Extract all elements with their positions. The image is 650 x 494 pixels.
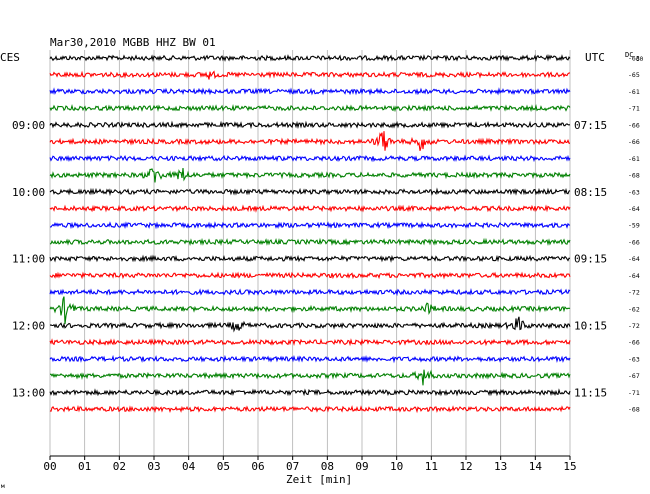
dc-offset-label: -61 (628, 155, 640, 163)
x-tick-label: 00 (43, 460, 56, 473)
x-tick-label: 02 (113, 460, 126, 473)
x-tick-label: 11 (425, 460, 438, 473)
dc-offset-label: -72 (628, 322, 640, 330)
x-ticks: 00 01 02 03 04 05 06 07 08 09 10 11 12 13 14 15 (43, 455, 577, 473)
dc-offset-label: -68 (628, 172, 640, 180)
dc-offset-label: -71 (628, 389, 640, 397)
dc-sub-label: 60 (636, 56, 644, 63)
dc-offset-label: -59 (628, 222, 640, 230)
dc-offset-label: -63 (628, 188, 640, 196)
x-tick-label: 03 (147, 460, 160, 473)
seismic-trace (49, 354, 571, 364)
trace-lines: -63 -65 -61 -71 -66 -66 -61 -68 -63 -64 -59 -66 -64 -… (49, 54, 640, 414)
seismic-trace (49, 204, 571, 213)
x-tick-label: 05 (217, 460, 230, 473)
seismic-trace (49, 103, 571, 113)
x-tick-label: 13 (494, 460, 507, 473)
left-time-label: 13:00 (12, 386, 45, 399)
dc-offset-label: -64 (628, 255, 640, 263)
right-time-label: 09:15 (574, 253, 607, 266)
seismic-trace (49, 338, 571, 347)
dc-offset-label: -66 (628, 121, 640, 129)
seismic-trace (49, 404, 571, 414)
dc-offset-label: -66 (628, 238, 640, 246)
x-tick-label: 14 (529, 460, 543, 473)
x-tick-label: 15 (563, 460, 576, 473)
x-axis-label: Zeit [min] (286, 473, 352, 486)
seismic-trace (49, 54, 571, 63)
seismic-trace (49, 254, 571, 263)
seismic-trace (49, 271, 571, 280)
seismic-trace (49, 287, 571, 297)
dc-offset-label: -65 (628, 71, 640, 79)
seismic-trace (49, 154, 571, 163)
dc-label: DC (625, 51, 633, 59)
dc-offset-label: -68 (628, 406, 640, 414)
row-labels: 09:00 10:00 11:00 12:00 13:00 07:15 08:15 09:15… (12, 119, 607, 400)
seismic-trace (49, 237, 571, 246)
right-time-label: 11:15 (574, 386, 607, 399)
dc-offset-label: -72 (628, 289, 640, 297)
dc-offset-label: -63 (628, 355, 640, 363)
left-timezone-label: CES (0, 51, 20, 64)
dc-offset-label: -64 (628, 205, 640, 213)
seismic-trace (49, 131, 571, 151)
dc-offset-label: -63 (628, 55, 640, 63)
x-tick-label: 09 (355, 460, 368, 473)
left-time-label: 12:00 (12, 320, 45, 333)
dc-offset-label: -71 (628, 105, 640, 113)
x-tick-label: 10 (390, 460, 403, 473)
x-tick-label: 06 (251, 460, 264, 473)
dc-offset-label: -66 (628, 138, 640, 146)
seismic-trace (49, 120, 571, 130)
seismic-trace (49, 369, 571, 386)
seismic-trace (49, 70, 571, 80)
x-tick-label: 01 (78, 460, 91, 473)
dc-offset-label: -64 (628, 272, 640, 280)
dc-offset-label: -67 (628, 372, 640, 380)
right-time-label: 10:15 (574, 320, 607, 333)
right-timezone-label: UTC (585, 51, 605, 64)
seismic-trace (50, 221, 571, 230)
seismic-trace (49, 87, 571, 96)
x-tick-label: 12 (459, 460, 472, 473)
minute-grid (49, 50, 571, 456)
left-time-label: 11:00 (12, 253, 45, 266)
left-time-label: 09:00 (12, 119, 45, 132)
seismic-trace (49, 167, 571, 183)
chart-title: Mar30,2010 MGBB HHZ BW 01 (50, 36, 216, 49)
x-tick-label: 08 (321, 460, 334, 473)
dc-offset-label: -62 (628, 305, 640, 313)
corner-mark: м (1, 483, 5, 490)
dc-offset-label: -61 (628, 88, 640, 96)
seismic-trace (49, 187, 571, 197)
seismic-trace (49, 296, 571, 325)
seismic-trace (49, 316, 571, 333)
seismic-trace (49, 388, 571, 397)
right-time-label: 07:15 (574, 119, 607, 132)
right-time-label: 08:15 (574, 186, 607, 199)
left-time-label: 10:00 (12, 186, 45, 199)
dc-offset-label: -66 (628, 339, 640, 347)
x-tick-label: 04 (182, 460, 196, 473)
x-tick-label: 07 (286, 460, 299, 473)
